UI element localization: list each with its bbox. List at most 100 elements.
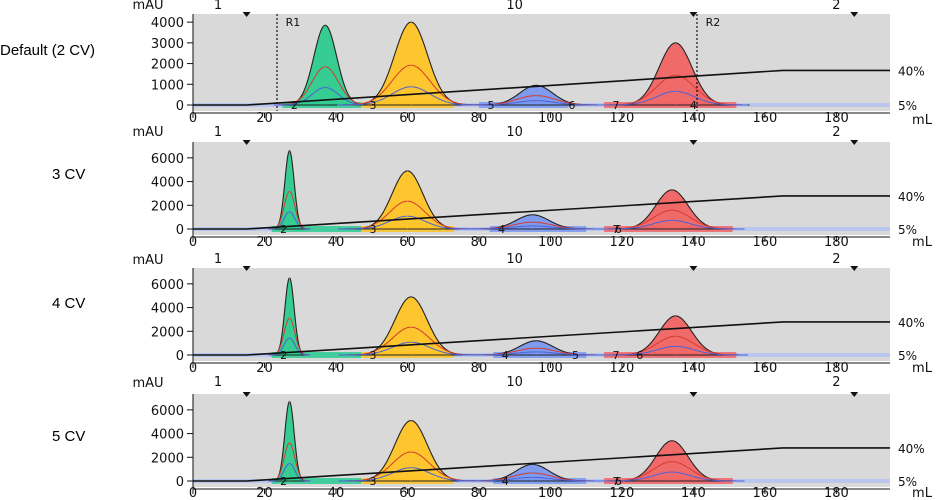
panel2-x-tick-label-1: 20 <box>256 235 273 250</box>
panel4-x-tick-label-6: 120 <box>610 486 635 500</box>
panel1-fraction-mark-0: 1 <box>214 0 222 13</box>
panel4-peak-3-fraction-label: 4 <box>502 475 509 488</box>
panel1-peak-3-fraction-label: 5 <box>487 99 494 112</box>
panel4-x-tick-label-3: 60 <box>399 486 416 500</box>
panel1-gradient-line <box>193 69 890 106</box>
panel1-x-tick-label-3: 60 <box>399 111 416 126</box>
panel4-x-unit-label: mL <box>912 486 933 500</box>
panel3-peak-2-trace-2 <box>338 341 482 356</box>
panel4-y-tick-label-2: 4000 <box>151 428 184 443</box>
panel1-peak-4-trace-2 <box>601 90 748 106</box>
panel2-x-tick-label-8: 160 <box>752 235 777 250</box>
panel1-fraction-arrow-3 <box>850 12 859 17</box>
panel2-fraction-arrow-2 <box>689 140 698 145</box>
panel4-peak-1-fraction-band <box>271 478 361 484</box>
panel2-fraction-arrow-1 <box>242 140 251 145</box>
panel1-marker-label-R1: R1 <box>286 16 301 29</box>
panel1-fraction-extra-1: 6 <box>568 99 575 112</box>
panel2-gradient-end-label: 40% <box>898 190 925 204</box>
panel4-x-tick-label-9: 180 <box>824 486 849 500</box>
panel4-gradient-line <box>193 447 890 482</box>
panel4-y-tick-label-3: 6000 <box>151 404 184 419</box>
panel3-x-tick-label-8: 160 <box>752 361 777 376</box>
panel2-peak-2-fraction-label: 3 <box>369 223 376 236</box>
panel2-peak-1-fraction-band <box>271 226 361 232</box>
panel1-x-tick-label-0: 0 <box>189 111 197 126</box>
panel3-x-tick-label-3: 60 <box>399 361 416 376</box>
panel1-x-tick-label-4: 80 <box>471 111 488 126</box>
panel4-fraction-mark-1: 10 <box>506 375 523 390</box>
panel2-fraction-mark-0: 1 <box>214 125 222 140</box>
panel-label-3cv: 3 CV <box>52 166 86 183</box>
panel1-x-tick-label-6: 120 <box>610 111 635 126</box>
panel3-fraction-arrow-3 <box>850 266 859 271</box>
panel3-fraction-extra-2: 6 <box>636 349 643 362</box>
panel3-peak-3-fraction-label: 4 <box>502 349 509 362</box>
panel4-x-tick-label-8: 160 <box>752 486 777 500</box>
panel-label-default: Default (2 CV) <box>0 42 96 59</box>
panel2-peak-4-fraction-label: 7 <box>613 223 620 236</box>
panel2-y-tick-label-3: 6000 <box>151 152 184 167</box>
panel2-y-unit-label: mAU <box>132 125 163 140</box>
panel1-gradient-end-label: 40% <box>898 64 925 78</box>
panel4-fraction-arrow-3 <box>850 392 859 397</box>
panel2-fraction-mark-1: 10 <box>506 125 523 140</box>
panel3-x-tick-label-5: 100 <box>538 361 563 376</box>
panel4-peak-4-fraction-label: 7 <box>613 475 620 488</box>
panel3-y-tick-label-3: 6000 <box>151 278 184 293</box>
panel4-fraction-arrow-1 <box>242 392 251 397</box>
panel1-peak-1-trace-1 <box>273 66 376 106</box>
panel1-y-tick-label-4: 4000 <box>151 16 184 31</box>
panel1-y-tick-label-2: 2000 <box>151 58 184 73</box>
panel1-fraction-arrow-2 <box>689 12 698 17</box>
panel4-peak-2-trace-2 <box>338 467 482 482</box>
panel3-fraction-extra-1: 5 <box>572 349 579 362</box>
panel2-x-tick-label-4: 80 <box>471 235 488 250</box>
panel1-y-tick-label-1: 1000 <box>151 78 184 93</box>
panel4-x-tick-label-4: 80 <box>471 486 488 500</box>
panel2-fraction-mark-2: 2 <box>832 125 840 140</box>
panel1-x-tick-label-1: 20 <box>256 111 273 126</box>
panel2-x-tick-label-6: 120 <box>610 235 635 250</box>
panel-label-5cv: 5 CV <box>52 428 86 445</box>
panel4-y-tick-label-1: 2000 <box>151 451 184 466</box>
panel4-x-tick-label-0: 0 <box>189 486 197 500</box>
panel3-y-tick-label-1: 2000 <box>151 325 184 340</box>
panel1-x-tick-label-9: 180 <box>824 111 849 126</box>
panel4-y-tick-label-0: 0 <box>176 475 184 490</box>
panel4-gradient-end-label: 40% <box>898 442 925 456</box>
panel1-peak-4-fraction-label: 7 <box>613 99 620 112</box>
panel2-fraction-extra-1: 6 <box>615 223 622 236</box>
panel1-marker-label-R2: R2 <box>706 16 721 29</box>
panel3-x-tick-label-2: 40 <box>328 361 345 376</box>
panel1-x-tick-label-2: 40 <box>328 111 345 126</box>
panel2-y-tick-label-1: 2000 <box>151 199 184 214</box>
panel3-peak-1-fraction-label: 2 <box>280 349 287 362</box>
panel3-x-tick-label-6: 120 <box>610 361 635 376</box>
panel1-y-tick-label-3: 3000 <box>151 37 184 52</box>
panel2-x-tick-label-2: 40 <box>328 235 345 250</box>
panel4-peak-1-fraction-label: 2 <box>280 475 287 488</box>
panel4-y-unit-label: mAU <box>132 376 163 391</box>
panel1-fraction-mark-2: 2 <box>832 0 840 13</box>
panel2-x-tick-label-5: 100 <box>538 235 563 250</box>
panel2-fraction-arrow-3 <box>850 140 859 145</box>
panel3-y-tick-label-0: 0 <box>176 349 184 364</box>
panel4-x-tick-label-7: 140 <box>681 486 706 500</box>
panel1-peak-4-trace-1 <box>601 74 748 106</box>
panel3-y-tick-label-2: 4000 <box>151 302 184 317</box>
panel3-gradient-end-label: 40% <box>898 316 925 330</box>
panel2-x-tick-label-9: 180 <box>824 235 849 250</box>
panel3-x-tick-label-0: 0 <box>189 361 197 376</box>
panel1-x-unit-label: mL <box>912 113 933 128</box>
panel1-fraction-extra-2: 4 <box>690 99 697 112</box>
panel2-gradient-start-label: 5% <box>898 223 917 237</box>
panel1-gradient-start-label: 5% <box>898 99 917 113</box>
panel4-fraction-extra-1: 6 <box>615 475 622 488</box>
panel3-x-tick-label-4: 80 <box>471 361 488 376</box>
panel3-gradient-start-label: 5% <box>898 349 917 363</box>
panel3-fraction-arrow-1 <box>242 266 251 271</box>
panel1-y-tick-label-0: 0 <box>176 99 184 114</box>
panel4-peak-2-fraction-label: 3 <box>369 475 376 488</box>
